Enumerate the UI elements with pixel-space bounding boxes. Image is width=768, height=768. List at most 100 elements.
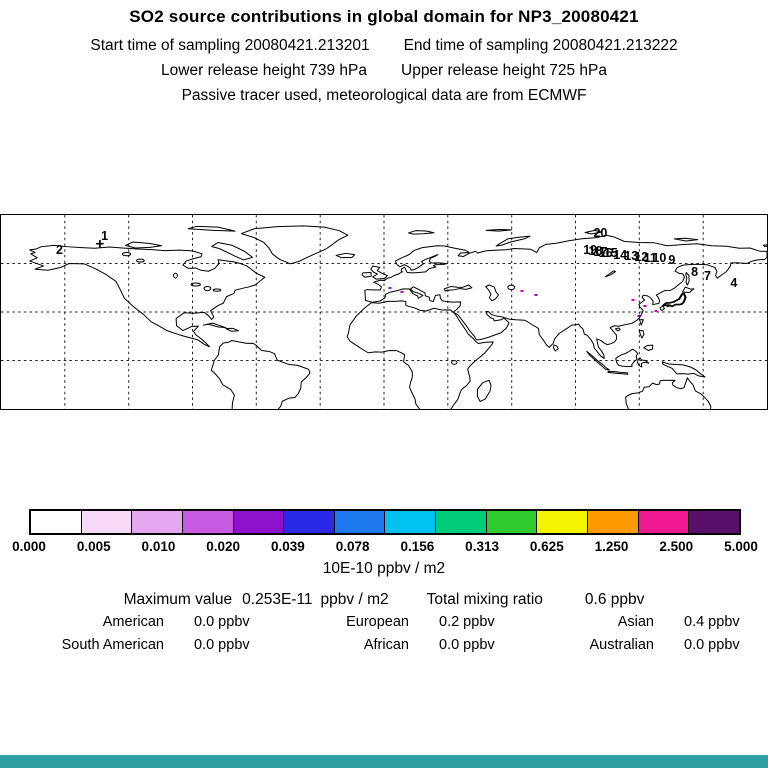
trajectory-marker-17: 17 — [593, 244, 608, 259]
concentration-specks — [1, 215, 767, 409]
colorbar-units: 10E-10 ppbv / m2 — [322, 560, 446, 577]
coastline-luzon — [639, 331, 644, 338]
colorbar-tick: 0.020 — [206, 539, 241, 554]
sampling-time-row: Start time of sampling 20080421.213201 E… — [0, 37, 768, 55]
trajectory-marker-2: 2 — [56, 242, 63, 257]
coastline-java — [608, 371, 628, 374]
max-value: 0.253E-11 — [242, 591, 313, 608]
trajectory-marker-12: 12 — [634, 249, 649, 264]
colorbar-tick-labels: 0.000 0.005 0.010 0.020 0.039 0.078 0.156 0.313… — [12, 539, 758, 555]
coastline-britain — [371, 266, 388, 279]
trajectory-marker-11: 11 — [643, 250, 657, 265]
page-title: SO2 source contributions in global domai… — [129, 7, 639, 26]
coastline-sumatra — [587, 351, 610, 370]
trajectory-marker-16: 16 — [598, 245, 613, 260]
colorbar-segment — [537, 511, 589, 533]
trajectory-marker-4: 4 — [730, 275, 738, 290]
colorbar-tick: 0.039 — [271, 539, 305, 554]
total-mixing-ratio-value: 0.6 ppbv — [584, 591, 645, 608]
coastline-north-america — [30, 245, 265, 346]
colorbar-segment — [588, 511, 639, 533]
colorbar-tick: 0.078 — [335, 539, 370, 554]
colorbar-tick: 0.313 — [465, 539, 499, 554]
colorbar-segment — [182, 511, 234, 533]
coastline-new-guinea — [662, 362, 705, 377]
concentration-speck — [631, 299, 635, 302]
coastline-new-siberian-islands — [674, 238, 697, 241]
coastline-franz-josef — [486, 230, 512, 232]
colorbar — [29, 509, 741, 535]
region-label: Asian — [617, 614, 654, 630]
lake-great-slave — [137, 259, 145, 262]
tracer-note-row: Passive tracer used, meteorological data… — [0, 87, 768, 105]
lake-superior — [191, 283, 200, 286]
region-contributions: American 0.0 ppbv European 0.2 ppbv Asian 0.4… — [14, 614, 754, 653]
region-value: 0.2 ppbv — [439, 614, 495, 630]
colorbar-tick: 1.250 — [594, 539, 629, 554]
colorbar-segment — [385, 511, 437, 533]
trajectory-marker-14: 14 — [613, 247, 628, 262]
colorbar-segment — [638, 511, 690, 533]
max-value-label: Maximum value — [123, 591, 233, 608]
coastline-cuba — [203, 323, 226, 328]
coastline-hokkaido — [683, 287, 694, 292]
coastline-sulawesi — [637, 358, 648, 367]
coastline-novaya-zemlya — [496, 236, 530, 246]
coastline-severnaya-zemlya — [585, 230, 602, 234]
lower-release-text: Lower release height 739 hPa — [161, 62, 367, 79]
lake-black-sea — [444, 285, 472, 291]
colorbar-segment — [486, 511, 538, 533]
grid-lines — [1, 215, 767, 409]
coastline-ireland — [362, 273, 371, 278]
footer-strip — [0, 755, 768, 768]
coastline-africa — [347, 301, 493, 409]
coastline-ellesmere — [188, 226, 235, 231]
concentration-speck — [643, 305, 647, 308]
concentration-speck — [637, 315, 641, 318]
coastline-sakhalin — [686, 273, 689, 285]
coastline-australia — [626, 378, 711, 409]
region-value: 0.0 ppbv — [439, 637, 495, 653]
concentration-speck — [534, 294, 538, 297]
lake-victoria — [451, 361, 457, 365]
lake-ontario — [213, 289, 221, 291]
coastline-hispaniola — [226, 328, 239, 331]
region-label: European — [346, 614, 409, 630]
end-time-text: End time of sampling 20080421.213222 — [403, 37, 678, 54]
trajectory-marker-10: 10 — [652, 251, 667, 266]
region-label: Australian — [589, 637, 654, 653]
colorbar-tick: 0.000 — [12, 539, 46, 554]
colorbar-segment — [233, 511, 285, 533]
region-label: African — [363, 637, 409, 653]
max-value-row: Maximum value 0.253E-11 ppbv / m2 Total … — [0, 591, 768, 609]
concentration-speck — [520, 289, 524, 292]
trajectory-marker-8: 8 — [691, 265, 699, 280]
colorbar-tick: 0.005 — [76, 539, 111, 554]
region-value: 0.0 ppbv — [194, 614, 250, 630]
lake-great-bear — [122, 253, 131, 256]
trajectory-marker-20: 20 — [593, 225, 608, 240]
coastline-honshu — [662, 292, 687, 308]
colorbar-segment — [334, 511, 386, 533]
lake-huron — [204, 286, 211, 290]
region-label: South American — [61, 637, 164, 653]
start-time-text: Start time of sampling 20080421.213201 — [90, 37, 370, 54]
colorbar-segment — [436, 511, 487, 533]
coastline-kyushu — [660, 306, 664, 310]
trajectory-marker-15: 15 — [603, 245, 618, 260]
coastline-svalbard — [408, 231, 434, 234]
trajectory-marker-18: 18 — [588, 243, 603, 258]
map-canvas — [1, 215, 767, 409]
lake-aral — [508, 285, 515, 290]
coastline-wrangel — [763, 245, 767, 246]
trajectory-marker-7: 7 — [703, 268, 711, 283]
trajectory-markers: 2 1 +20 19 18 17 16 15 14 13 12 11 10 9 8 7 4 — [1, 215, 767, 409]
region-value: 0.0 ppbv — [194, 637, 250, 653]
trajectory-marker-9: 9 — [668, 252, 676, 267]
max-value-units: ppbv / m2 — [320, 591, 389, 608]
lake-baikal — [605, 271, 615, 277]
coastline-borneo — [616, 349, 638, 366]
world-map: 2 1 +20 19 18 17 16 15 14 13 12 11 10 9 8 7 4 — [0, 214, 768, 410]
colorbar-tick: 0.625 — [529, 539, 564, 554]
